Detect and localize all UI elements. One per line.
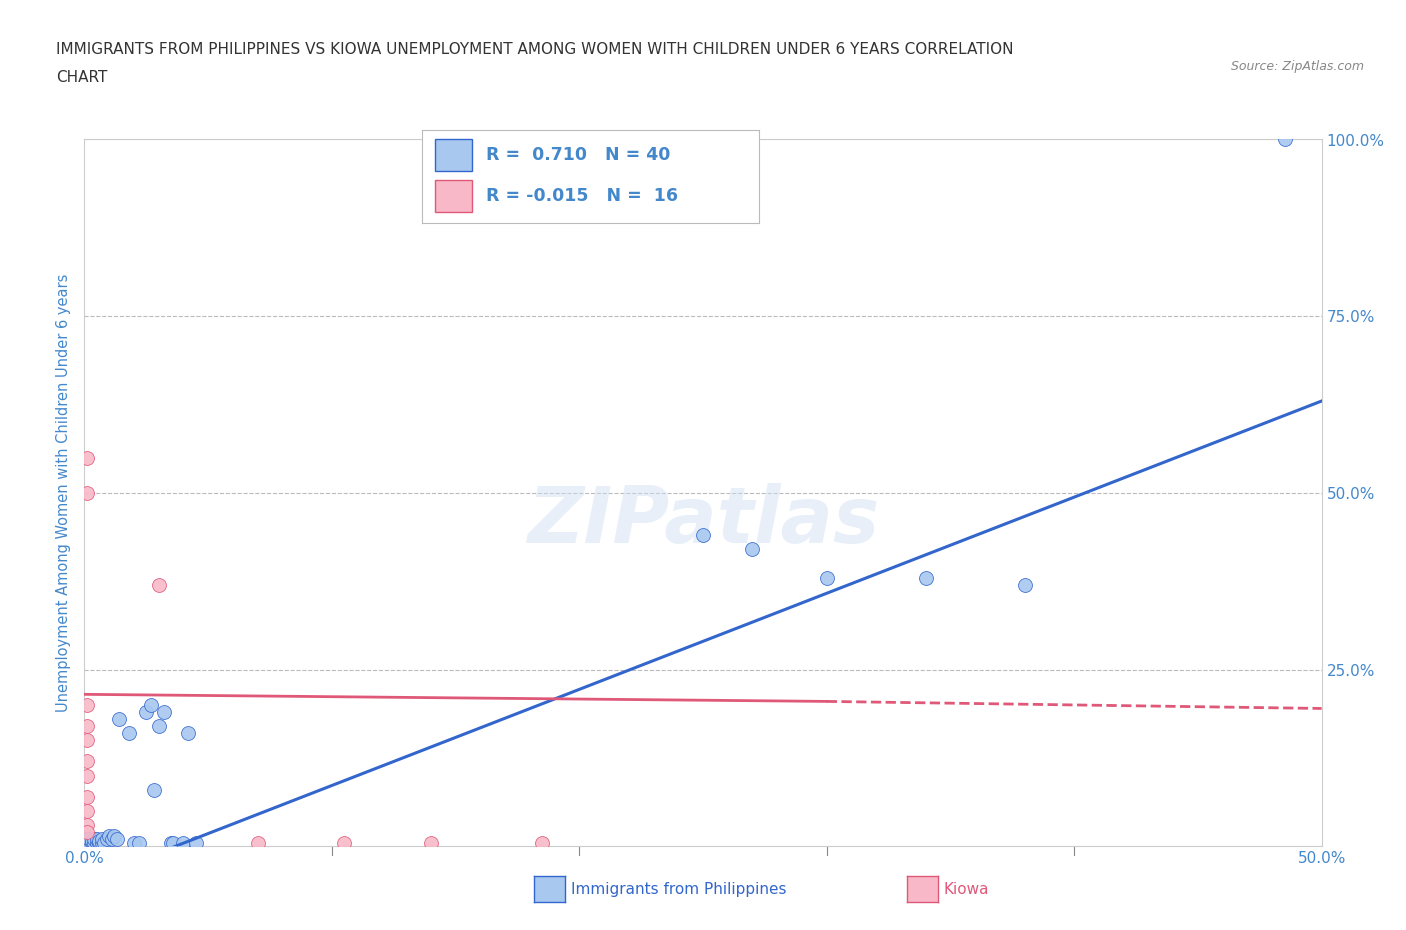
Point: [76, 698, 98, 712]
Point: [118, 725, 141, 740]
Point: [815, 570, 838, 585]
Text: Immigrants from Philippines: Immigrants from Philippines: [571, 882, 786, 897]
Point: [914, 570, 936, 585]
Point: [76, 719, 98, 734]
Point: [80, 833, 103, 848]
Point: [76, 768, 98, 783]
Point: [246, 835, 269, 850]
Point: [103, 829, 125, 844]
Text: R = -0.015   N =  16: R = -0.015 N = 16: [486, 187, 678, 206]
Point: [172, 835, 194, 850]
Point: [76, 825, 98, 840]
Text: ZIPatlas: ZIPatlas: [527, 484, 879, 559]
Bar: [436, 140, 472, 171]
Point: [96, 831, 118, 846]
Point: [419, 835, 441, 850]
Text: IMMIGRANTS FROM PHILIPPINES VS KIOWA UNEMPLOYMENT AMONG WOMEN WITH CHILDREN UNDE: IMMIGRANTS FROM PHILIPPINES VS KIOWA UNE…: [56, 42, 1014, 57]
Point: [86, 831, 108, 846]
Point: [76, 790, 98, 804]
Point: [79, 835, 101, 850]
Point: [141, 698, 163, 712]
Point: [108, 711, 131, 726]
Point: [122, 835, 145, 850]
Point: [152, 705, 174, 720]
Point: [76, 754, 98, 769]
Point: [76, 835, 98, 850]
Point: [76, 817, 98, 832]
Point: [86, 835, 108, 850]
Point: [105, 831, 128, 846]
Point: [142, 782, 165, 797]
Point: [93, 835, 115, 850]
Point: [741, 542, 763, 557]
Point: [76, 804, 98, 818]
Y-axis label: Unemployment Among Women with Children Under 6 years: Unemployment Among Women with Children U…: [56, 273, 72, 712]
Point: [98, 829, 121, 844]
Point: [83, 835, 105, 850]
Text: R =  0.710   N = 40: R = 0.710 N = 40: [486, 146, 671, 165]
Point: [128, 835, 150, 850]
Point: [531, 835, 554, 850]
Point: [80, 835, 103, 850]
Text: CHART: CHART: [56, 70, 108, 85]
Point: [76, 733, 98, 748]
Point: [90, 835, 112, 850]
Text: Source: ZipAtlas.com: Source: ZipAtlas.com: [1230, 60, 1364, 73]
Point: [135, 705, 157, 720]
Point: [100, 831, 122, 846]
Point: [148, 578, 170, 592]
Point: [76, 485, 98, 500]
Point: [76, 831, 98, 846]
Point: [89, 833, 111, 848]
Bar: [436, 180, 472, 212]
Point: [1014, 578, 1036, 592]
Point: [333, 835, 356, 850]
Point: [89, 835, 111, 850]
Point: [162, 835, 184, 850]
Point: [184, 835, 207, 850]
Point: [177, 725, 200, 740]
Point: [692, 528, 714, 543]
Point: [148, 719, 170, 734]
Point: [79, 831, 101, 846]
Point: [160, 835, 183, 850]
Point: [90, 831, 112, 846]
Point: [83, 831, 105, 846]
Point: [76, 450, 98, 465]
Point: [1274, 132, 1296, 147]
Text: Kiowa: Kiowa: [943, 882, 988, 897]
